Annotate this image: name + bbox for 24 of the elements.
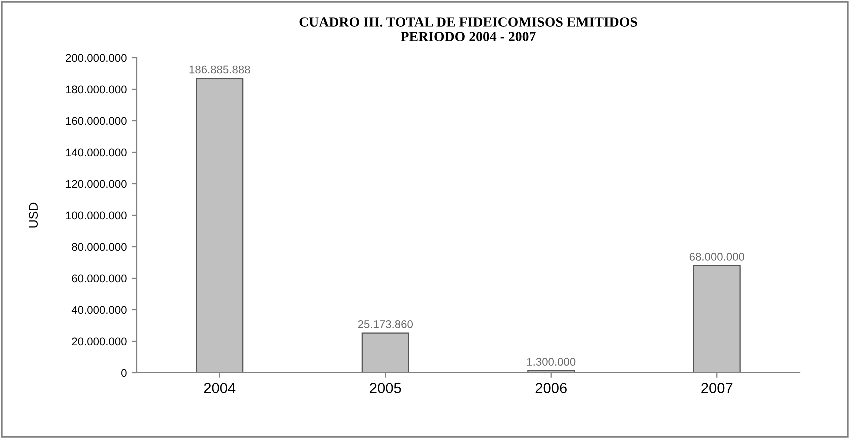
x-tick-label: 2005 [370, 383, 402, 394]
bar [693, 265, 741, 373]
y-tick-label: 200.000.000 [66, 54, 127, 62]
y-tick-label: 60.000.000 [72, 274, 127, 283]
y-tick-label: 20.000.000 [72, 338, 127, 346]
x-tick-label: 2007 [702, 383, 733, 394]
y-tick-label: 80.000.000 [72, 243, 127, 252]
y-tick-label: 140.000.000 [66, 148, 127, 157]
data-label: 1.300.000 [528, 358, 576, 366]
y-tick-label: 0 [122, 369, 127, 378]
x-tick-label: 2004 [204, 383, 236, 394]
chart-title: CUADRO III. TOTAL DE FIDEICOMISOS EMITIDOS PERIODO 2004 - 2007 [300, 18, 638, 42]
y-tick-label: 40.000.000 [72, 306, 127, 314]
y-tick-label: 120.000.000 [66, 180, 127, 188]
data-label: 68.000.000 [690, 253, 744, 261]
bar [196, 78, 244, 373]
y-tick-label: 180.000.000 [66, 86, 127, 94]
y-tick-label: 100.000.000 [66, 212, 127, 220]
bar [362, 332, 410, 373]
data-label: 186.885.888 [190, 66, 250, 74]
y-axis-title: USD [29, 202, 38, 228]
y-tick-label: 160.000.000 [66, 117, 127, 126]
x-tick-label: 2006 [536, 383, 567, 394]
data-label: 25.173.860 [358, 320, 413, 328]
